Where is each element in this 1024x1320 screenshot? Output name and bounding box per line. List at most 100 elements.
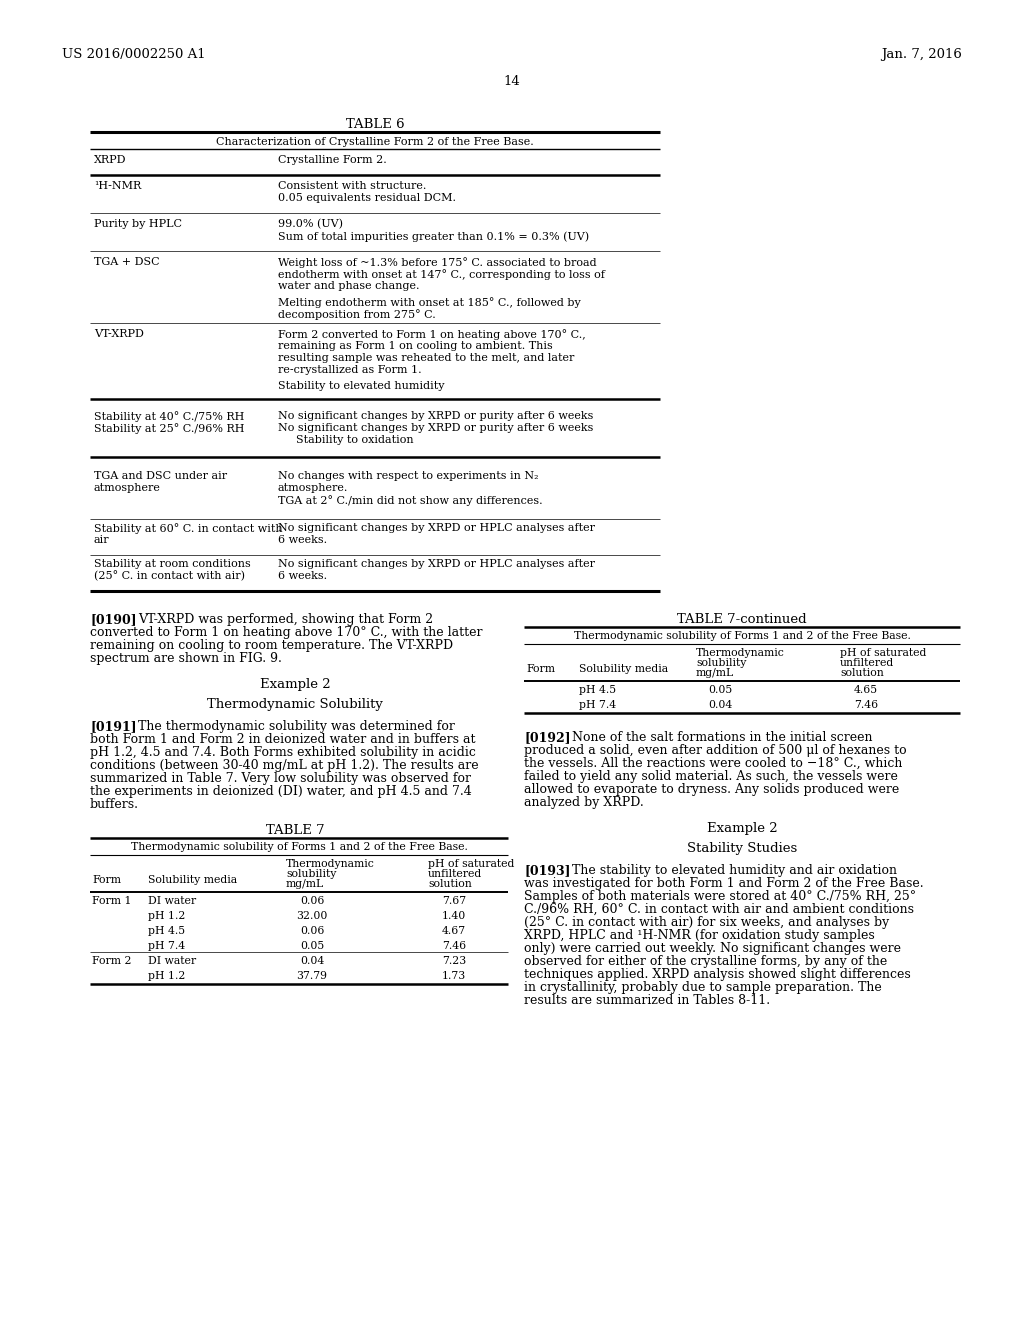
Text: solution: solution <box>428 879 472 888</box>
Text: 6 weeks.: 6 weeks. <box>278 535 327 545</box>
Text: solution: solution <box>840 668 884 678</box>
Text: failed to yield any solid material. As such, the vessels were: failed to yield any solid material. As s… <box>524 770 898 783</box>
Text: Purity by HPLC: Purity by HPLC <box>94 219 182 228</box>
Text: VT-XRPD: VT-XRPD <box>94 329 144 339</box>
Text: endotherm with onset at 147° C., corresponding to loss of: endotherm with onset at 147° C., corresp… <box>278 269 605 280</box>
Text: The thermodynamic solubility was determined for: The thermodynamic solubility was determi… <box>138 719 455 733</box>
Text: pH 1.2: pH 1.2 <box>148 972 185 981</box>
Text: XRPD, HPLC and ¹H-NMR (for oxidation study samples: XRPD, HPLC and ¹H-NMR (for oxidation stu… <box>524 929 874 942</box>
Text: conditions (between 30-40 mg/mL at pH 1.2). The results are: conditions (between 30-40 mg/mL at pH 1.… <box>90 759 478 772</box>
Text: the experiments in deionized (DI) water, and pH 4.5 and 7.4: the experiments in deionized (DI) water,… <box>90 785 472 799</box>
Text: 7.23: 7.23 <box>442 956 466 966</box>
Text: Sum of total impurities greater than 0.1% = 0.3% (UV): Sum of total impurities greater than 0.1… <box>278 231 589 242</box>
Text: Form 2 converted to Form 1 on heating above 170° C.,: Form 2 converted to Form 1 on heating ab… <box>278 329 586 339</box>
Text: Stability to elevated humidity: Stability to elevated humidity <box>278 381 444 391</box>
Text: converted to Form 1 on heating above 170° C., with the latter: converted to Form 1 on heating above 170… <box>90 626 482 639</box>
Text: summarized in Table 7. Very low solubility was observed for: summarized in Table 7. Very low solubili… <box>90 772 471 785</box>
Text: only) were carried out weekly. No significant changes were: only) were carried out weekly. No signif… <box>524 942 901 954</box>
Text: remaining on cooling to room temperature. The VT-XRPD: remaining on cooling to room temperature… <box>90 639 454 652</box>
Text: Characterization of Crystalline Form 2 of the Free Base.: Characterization of Crystalline Form 2 o… <box>216 137 534 147</box>
Text: Example 2: Example 2 <box>707 822 777 836</box>
Text: atmosphere.: atmosphere. <box>278 483 348 492</box>
Text: 37.79: 37.79 <box>297 972 328 981</box>
Text: TGA and DSC under air: TGA and DSC under air <box>94 471 227 480</box>
Text: Thermodynamic solubility of Forms 1 and 2 of the Free Base.: Thermodynamic solubility of Forms 1 and … <box>131 842 467 851</box>
Text: Thermodynamic solubility of Forms 1 and 2 of the Free Base.: Thermodynamic solubility of Forms 1 and … <box>573 631 910 642</box>
Text: TGA + DSC: TGA + DSC <box>94 257 160 267</box>
Text: TABLE 7: TABLE 7 <box>265 824 325 837</box>
Text: No significant changes by XRPD or HPLC analyses after: No significant changes by XRPD or HPLC a… <box>278 558 595 569</box>
Text: Weight loss of ~1.3% before 175° C. associated to broad: Weight loss of ~1.3% before 175° C. asso… <box>278 257 597 268</box>
Text: 4.67: 4.67 <box>442 927 466 936</box>
Text: Form 2: Form 2 <box>92 956 131 966</box>
Text: produced a solid, even after addition of 500 μl of hexanes to: produced a solid, even after addition of… <box>524 744 906 756</box>
Text: analyzed by XRPD.: analyzed by XRPD. <box>524 796 644 809</box>
Text: Thermodynamic: Thermodynamic <box>696 648 784 657</box>
Text: 0.04: 0.04 <box>300 956 325 966</box>
Text: No significant changes by XRPD or purity after 6 weeks: No significant changes by XRPD or purity… <box>278 411 593 421</box>
Text: No significant changes by XRPD or HPLC analyses after: No significant changes by XRPD or HPLC a… <box>278 523 595 533</box>
Text: solubility: solubility <box>286 869 336 879</box>
Text: techniques applied. XRPD analysis showed slight differences: techniques applied. XRPD analysis showed… <box>524 968 910 981</box>
Text: Crystalline Form 2.: Crystalline Form 2. <box>278 154 387 165</box>
Text: Jan. 7, 2016: Jan. 7, 2016 <box>881 48 962 61</box>
Text: decomposition from 275° C.: decomposition from 275° C. <box>278 309 436 319</box>
Text: 0.04: 0.04 <box>708 700 732 710</box>
Text: Stability at 25° C./96% RH: Stability at 25° C./96% RH <box>94 422 245 434</box>
Text: unfiltered: unfiltered <box>840 657 894 668</box>
Text: 0.06: 0.06 <box>300 927 325 936</box>
Text: None of the salt formations in the initial screen: None of the salt formations in the initi… <box>572 731 872 744</box>
Text: results are summarized in Tables 8-11.: results are summarized in Tables 8-11. <box>524 994 770 1007</box>
Text: Example 2: Example 2 <box>260 678 331 690</box>
Text: [0192]: [0192] <box>524 731 570 744</box>
Text: in crystallinity, probably due to sample preparation. The: in crystallinity, probably due to sample… <box>524 981 882 994</box>
Text: The stability to elevated humidity and air oxidation: The stability to elevated humidity and a… <box>572 865 897 876</box>
Text: Solubility media: Solubility media <box>579 664 668 675</box>
Text: Thermodynamic: Thermodynamic <box>286 859 375 869</box>
Text: pH 1.2, 4.5 and 7.4. Both Forms exhibited solubility in acidic: pH 1.2, 4.5 and 7.4. Both Forms exhibite… <box>90 746 476 759</box>
Text: was investigated for both Form 1 and Form 2 of the Free Base.: was investigated for both Form 1 and For… <box>524 876 924 890</box>
Text: 0.05 equivalents residual DCM.: 0.05 equivalents residual DCM. <box>278 193 456 203</box>
Text: Form: Form <box>526 664 555 675</box>
Text: (25° C. in contact with air): (25° C. in contact with air) <box>94 572 245 582</box>
Text: Stability to oxidation: Stability to oxidation <box>296 436 414 445</box>
Text: 32.00: 32.00 <box>296 911 328 921</box>
Text: ¹H-NMR: ¹H-NMR <box>94 181 141 191</box>
Text: pH 4.5: pH 4.5 <box>579 685 616 696</box>
Text: 4.65: 4.65 <box>854 685 878 696</box>
Text: 6 weeks.: 6 weeks. <box>278 572 327 581</box>
Text: buffers.: buffers. <box>90 799 139 810</box>
Text: water and phase change.: water and phase change. <box>278 281 420 290</box>
Text: No changes with respect to experiments in N₂: No changes with respect to experiments i… <box>278 471 539 480</box>
Text: Solubility media: Solubility media <box>148 875 238 884</box>
Text: pH of saturated: pH of saturated <box>428 859 514 869</box>
Text: pH 7.4: pH 7.4 <box>148 941 185 950</box>
Text: 14: 14 <box>504 75 520 88</box>
Text: Stability at room conditions: Stability at room conditions <box>94 558 251 569</box>
Text: 7.67: 7.67 <box>442 896 466 906</box>
Text: 0.05: 0.05 <box>300 941 325 950</box>
Text: 7.46: 7.46 <box>442 941 466 950</box>
Text: allowed to evaporate to dryness. Any solids produced were: allowed to evaporate to dryness. Any sol… <box>524 783 899 796</box>
Text: unfiltered: unfiltered <box>428 869 482 879</box>
Text: [0191]: [0191] <box>90 719 136 733</box>
Text: the vessels. All the reactions were cooled to −18° C., which: the vessels. All the reactions were cool… <box>524 756 902 770</box>
Text: Consistent with structure.: Consistent with structure. <box>278 181 426 191</box>
Text: No significant changes by XRPD or purity after 6 weeks: No significant changes by XRPD or purity… <box>278 422 593 433</box>
Text: observed for either of the crystalline forms, by any of the: observed for either of the crystalline f… <box>524 954 887 968</box>
Text: Thermodynamic Solubility: Thermodynamic Solubility <box>207 698 383 711</box>
Text: VT-XRPD was performed, showing that Form 2: VT-XRPD was performed, showing that Form… <box>138 612 433 626</box>
Text: Form 1: Form 1 <box>92 896 131 906</box>
Text: air: air <box>94 535 110 545</box>
Text: Samples of both materials were stored at 40° C./75% RH, 25°: Samples of both materials were stored at… <box>524 890 916 903</box>
Text: TABLE 6: TABLE 6 <box>346 117 404 131</box>
Text: solubility: solubility <box>696 657 746 668</box>
Text: TABLE 7-continued: TABLE 7-continued <box>677 612 807 626</box>
Text: remaining as Form 1 on cooling to ambient. This: remaining as Form 1 on cooling to ambien… <box>278 341 553 351</box>
Text: pH 7.4: pH 7.4 <box>579 700 616 710</box>
Text: pH 1.2: pH 1.2 <box>148 911 185 921</box>
Text: TGA at 2° C./min did not show any differences.: TGA at 2° C./min did not show any differ… <box>278 495 543 506</box>
Text: resulting sample was reheated to the melt, and later: resulting sample was reheated to the mel… <box>278 352 574 363</box>
Text: 1.40: 1.40 <box>442 911 466 921</box>
Text: XRPD: XRPD <box>94 154 127 165</box>
